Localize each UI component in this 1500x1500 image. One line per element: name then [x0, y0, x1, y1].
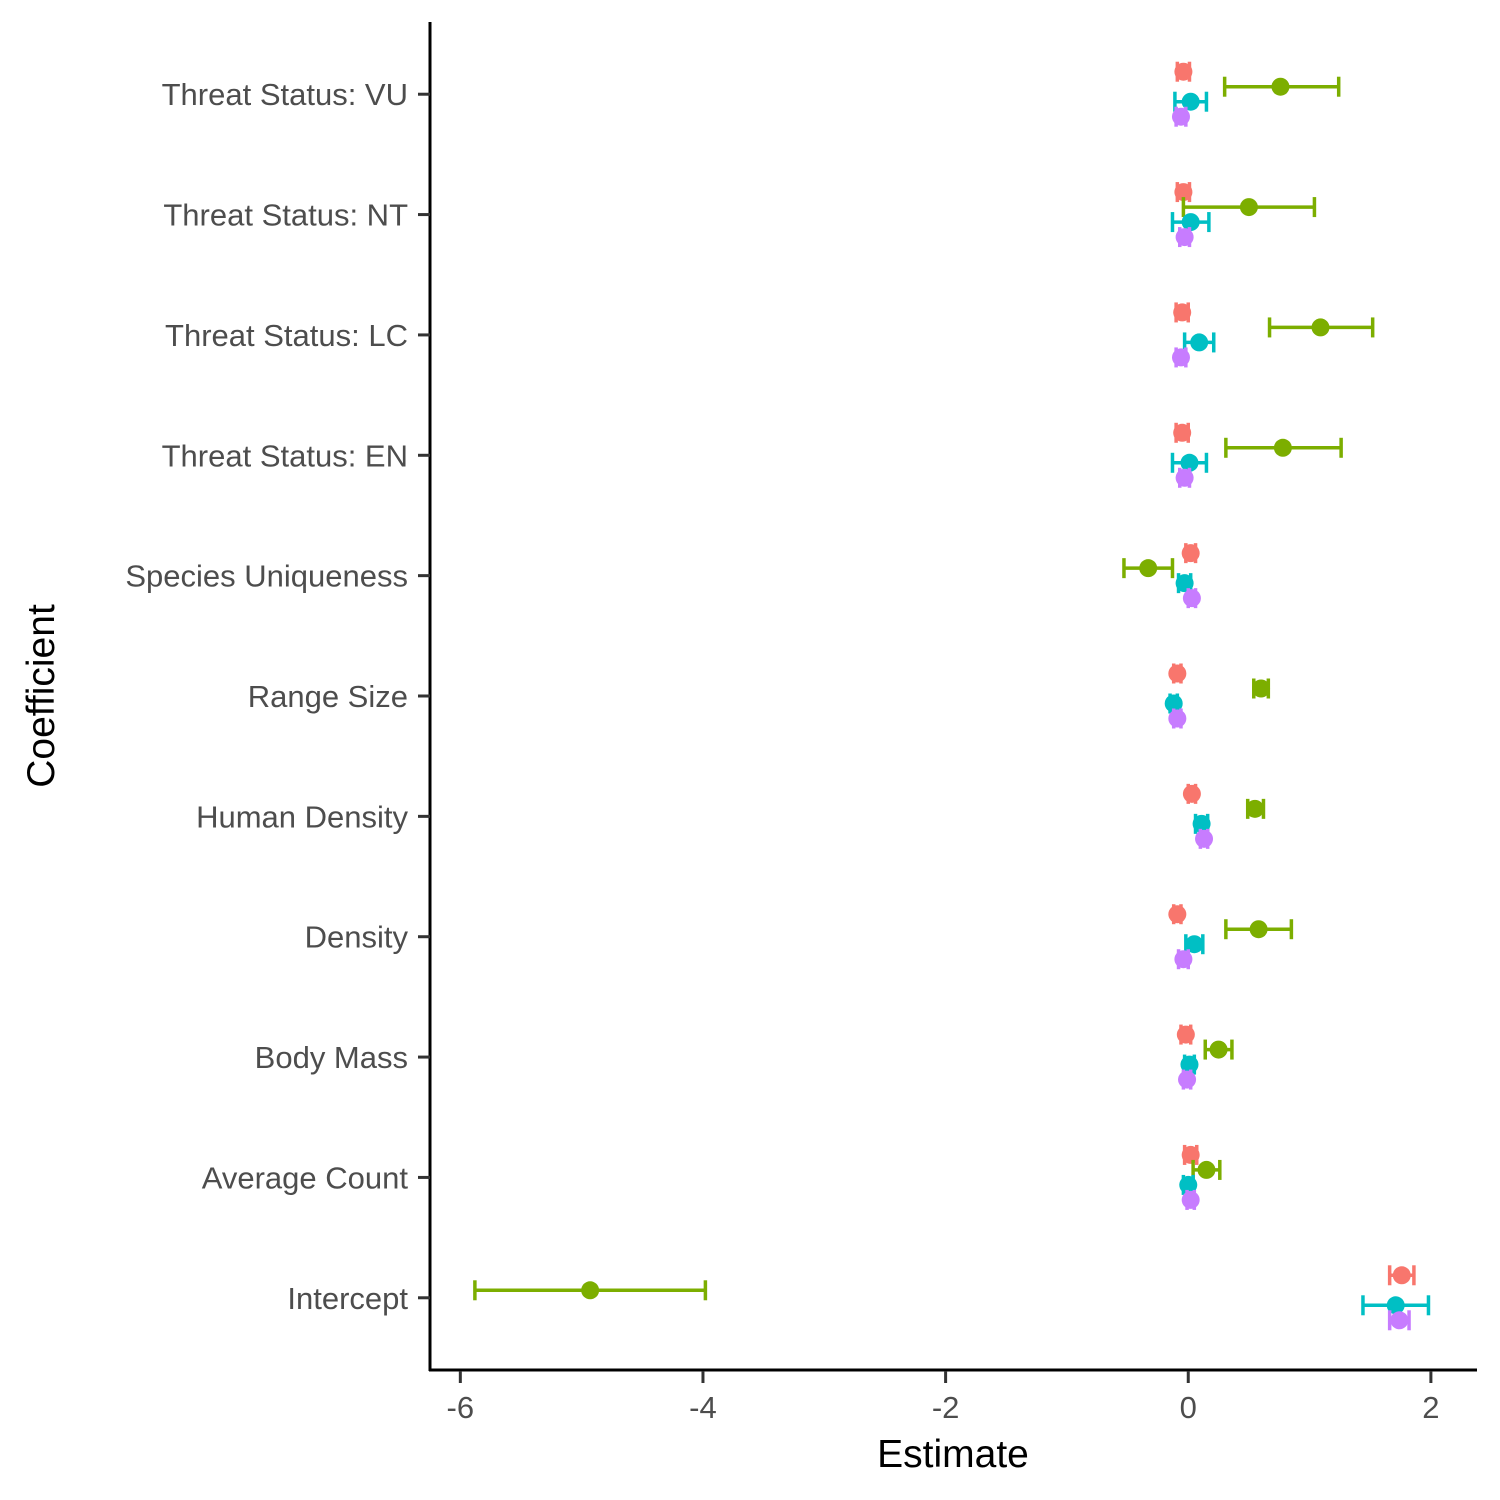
estimate-point: [1181, 1145, 1200, 1164]
estimate-point: [1182, 589, 1201, 608]
estimate-point: [1239, 198, 1258, 217]
y-tick-label: Threat Status: EN: [162, 438, 408, 473]
estimate-point: [1249, 920, 1268, 939]
estimate-point: [1168, 905, 1187, 924]
x-axis-title: Estimate: [877, 1433, 1029, 1476]
y-tick-label: Intercept: [287, 1281, 408, 1316]
estimate-point: [1195, 829, 1214, 848]
estimate-point: [1390, 1311, 1409, 1330]
estimate-point: [1174, 950, 1193, 969]
estimate-point: [1175, 574, 1194, 593]
series-group: [1168, 61, 1416, 1286]
series-group: [1168, 106, 1411, 1331]
estimate-point: [1164, 694, 1183, 713]
y-tick-label: Human Density: [196, 799, 408, 834]
y-tick-label: Average Count: [202, 1160, 409, 1195]
estimate-point: [1171, 107, 1190, 126]
x-tick-label: -2: [932, 1390, 960, 1425]
estimate-point: [1392, 1266, 1411, 1285]
estimate-point: [1175, 228, 1194, 247]
estimate-point: [1386, 1296, 1405, 1315]
estimate-point: [1174, 183, 1193, 202]
estimate-point: [581, 1281, 600, 1300]
estimate-point: [1182, 784, 1201, 803]
estimate-point: [1273, 438, 1292, 457]
y-tick-label: Density: [305, 920, 409, 955]
y-tick-label: Species Uniqueness: [125, 559, 408, 594]
estimate-point: [1173, 303, 1192, 322]
estimate-point: [1197, 1160, 1216, 1179]
chart-marks: [473, 61, 1431, 1331]
y-tick-label: Body Mass: [255, 1040, 408, 1075]
estimate-point: [1181, 92, 1200, 111]
estimate-point: [1252, 679, 1271, 698]
y-axis-title: Coefficient: [20, 604, 63, 788]
estimate-point: [1180, 1055, 1199, 1074]
estimate-point: [1181, 1190, 1200, 1209]
estimate-point: [1171, 348, 1190, 367]
y-tick-label: Threat Status: VU: [162, 77, 408, 112]
estimate-point: [1168, 664, 1187, 683]
y-tick-label: Threat Status: NT: [163, 198, 408, 233]
estimate-point: [1311, 318, 1330, 337]
estimate-point: [1174, 62, 1193, 81]
x-tick-label: 0: [1180, 1390, 1197, 1425]
y-tick-label: Range Size: [248, 679, 408, 714]
estimate-point: [1168, 709, 1187, 728]
estimate-point: [1176, 1025, 1195, 1044]
x-tick-label: -6: [447, 1390, 475, 1425]
series-group: [1164, 91, 1431, 1316]
x-axis: -6 -4 -2 0 2: [447, 1371, 1440, 1425]
estimate-point: [1139, 559, 1158, 578]
estimate-point: [1209, 1040, 1228, 1059]
estimate-point: [1178, 1070, 1197, 1089]
estimate-point: [1271, 77, 1290, 96]
series-group: [473, 76, 1375, 1301]
estimate-point: [1192, 814, 1211, 833]
estimate-point: [1179, 1175, 1198, 1194]
estimate-point: [1173, 423, 1192, 442]
estimate-point: [1175, 468, 1194, 487]
estimate-point: [1181, 544, 1200, 563]
x-tick-label: -4: [689, 1390, 717, 1425]
estimate-point: [1190, 333, 1209, 352]
estimate-point: [1180, 453, 1199, 472]
y-tick-label: Threat Status: LC: [165, 318, 408, 353]
estimate-point: [1181, 213, 1200, 232]
estimate-point: [1245, 799, 1264, 818]
x-tick-label: 2: [1422, 1390, 1439, 1425]
estimate-point: [1185, 935, 1204, 954]
y-axis: Intercept Average Count Body Mass Density Hu…: [125, 77, 430, 1316]
